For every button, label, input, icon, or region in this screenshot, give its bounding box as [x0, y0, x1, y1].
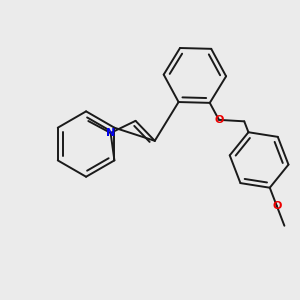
Text: O: O: [272, 201, 281, 211]
Text: N: N: [106, 128, 115, 138]
Text: O: O: [214, 115, 224, 125]
